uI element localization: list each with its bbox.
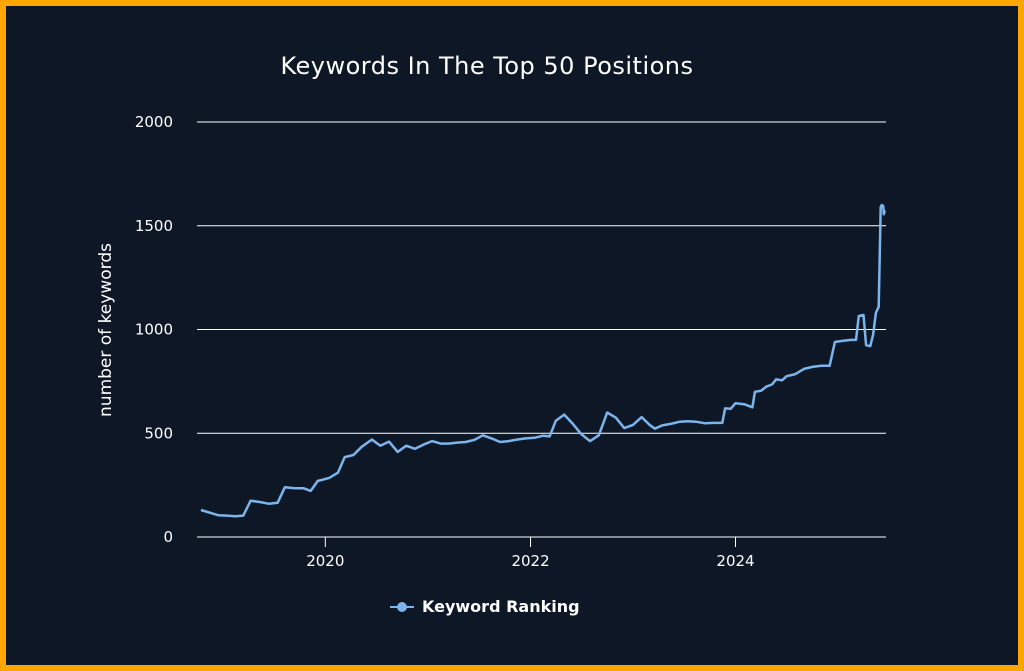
- y-tick-label: 0: [163, 528, 173, 546]
- legend-swatch-icon: [390, 600, 414, 614]
- y-tick-label: 1500: [135, 217, 173, 235]
- x-tick-label: 2020: [306, 552, 344, 570]
- gridlines: [197, 121, 886, 538]
- series-layer: [200, 203, 886, 518]
- y-axis-title: number of keywords: [96, 243, 116, 417]
- x-tick-label: 2022: [511, 552, 549, 570]
- legend-label: Keyword Ranking: [422, 597, 580, 616]
- chart-title: Keywords In The Top 50 Positions: [280, 52, 694, 80]
- y-tick-label: 1000: [135, 321, 173, 339]
- y-tick-label: 2000: [135, 113, 173, 131]
- series-line-keyword-ranking[interactable]: [200, 203, 886, 518]
- y-axis-ticks: 0 500 1000 1500 2000: [135, 113, 173, 546]
- x-axis-ticks: 2020 2022 2024: [306, 537, 755, 570]
- x-tick-label: 2024: [716, 552, 754, 570]
- legend[interactable]: Keyword Ranking: [390, 597, 580, 616]
- y-tick-label: 500: [144, 424, 173, 442]
